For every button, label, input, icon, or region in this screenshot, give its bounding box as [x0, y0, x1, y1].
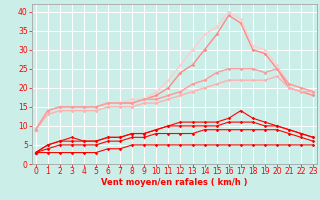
- X-axis label: Vent moyen/en rafales ( km/h ): Vent moyen/en rafales ( km/h ): [101, 178, 248, 187]
